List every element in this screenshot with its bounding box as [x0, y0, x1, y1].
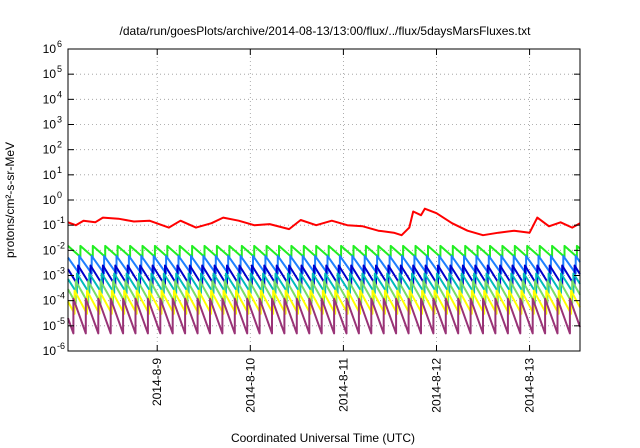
y-tick-label: 10-3	[43, 266, 65, 283]
y-tick-label: 10-1	[43, 215, 65, 232]
x-tick-label: 2014-8-13	[523, 358, 537, 413]
y-tick-label: 10-2	[43, 240, 65, 257]
series-line-8	[67, 297, 581, 335]
y-tick-label: 10-6	[43, 341, 65, 358]
x-tick-label: 2014-8-9	[150, 358, 164, 406]
x-tick-label: 2014-8-12	[429, 358, 443, 413]
series-line-2	[67, 244, 581, 258]
y-tick-label: 101	[43, 165, 62, 182]
y-tick-label: 100	[43, 190, 62, 207]
axes	[67, 48, 581, 352]
x-tick-labels: 2014-8-9 2014-8-10 2014-8-11 2014-8-12 2014-…	[150, 358, 536, 413]
y-tick-label: 10-5	[43, 316, 65, 333]
chart-title: /data/run/goesPlots/archive/2014-08-13/1…	[120, 24, 532, 38]
y-tick-label: 106	[43, 39, 62, 56]
y-tick-label: 104	[43, 89, 62, 106]
series-line-3	[67, 254, 581, 275]
y-tick-label: 105	[43, 64, 62, 81]
y-axis-label: protons/cm²-s-sr-MeV	[3, 142, 17, 258]
x-tick-label: 2014-8-11	[336, 358, 350, 412]
series-lines	[67, 207, 581, 335]
y-tick-label: 103	[43, 115, 62, 132]
y-tick-labels: 10-6 10-5 10-4 10-3 10-2 10-1 100 101 102 103 104 1…	[43, 39, 65, 358]
x-tick-label: 2014-8-10	[243, 358, 257, 413]
series-line-1	[67, 207, 581, 237]
y-tick-label: 102	[43, 140, 62, 157]
y-tick-label: 10-4	[43, 291, 65, 308]
x-axis-label: Coordinated Universal Time (UTC)	[231, 431, 415, 445]
